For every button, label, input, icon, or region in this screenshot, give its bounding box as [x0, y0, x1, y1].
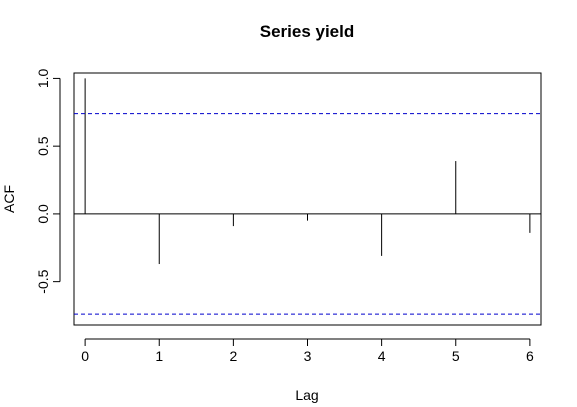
y-axis-label: ACF: [1, 185, 17, 213]
y-tick-label--0.5: -0.5: [35, 269, 51, 293]
x-tick-label-5: 5: [452, 348, 460, 364]
acf-bars: [74, 78, 541, 265]
x-tick-label-3: 3: [304, 348, 312, 364]
x-axis: 0 1 2 3 4 5 6: [81, 338, 534, 364]
plot-area-frame: [73, 72, 542, 326]
x-axis-label: Lag: [295, 387, 318, 403]
x-tick-label-1: 1: [155, 348, 163, 364]
y-axis: -0.5 0.0 0.5 1.0: [35, 68, 61, 294]
x-tick-label-0: 0: [81, 348, 89, 364]
y-tick-label-0.5: 0.5: [35, 136, 51, 156]
x-tick-label-4: 4: [378, 348, 386, 364]
y-tick-label-0.0: 0.0: [35, 204, 51, 224]
x-tick-label-2: 2: [229, 348, 237, 364]
chart-title: Series yield: [260, 22, 355, 41]
y-tick-label-1.0: 1.0: [35, 68, 51, 88]
confidence-lines: [74, 113, 541, 315]
x-tick-label-6: 6: [526, 348, 534, 364]
